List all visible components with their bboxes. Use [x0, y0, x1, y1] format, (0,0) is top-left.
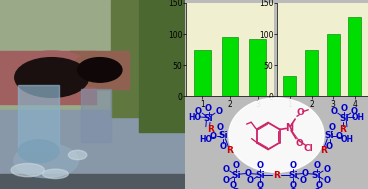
- Text: O: O: [223, 165, 230, 174]
- Text: O: O: [330, 107, 337, 116]
- Text: R: R: [339, 125, 346, 134]
- Text: O: O: [223, 176, 230, 185]
- Text: O: O: [323, 165, 330, 174]
- Text: O: O: [313, 161, 320, 170]
- Ellipse shape: [42, 169, 68, 179]
- Bar: [327, 34, 340, 96]
- Ellipse shape: [15, 58, 89, 97]
- Text: Si: Si: [231, 170, 241, 180]
- Ellipse shape: [11, 163, 44, 177]
- Text: Si: Si: [204, 114, 213, 123]
- Text: O: O: [246, 176, 253, 185]
- Bar: [194, 50, 210, 96]
- Text: O: O: [215, 107, 222, 116]
- Text: O: O: [316, 181, 323, 189]
- Text: O: O: [301, 169, 308, 178]
- Text: O: O: [210, 132, 217, 141]
- Ellipse shape: [70, 53, 129, 87]
- Text: R: R: [273, 170, 280, 180]
- Bar: [0, 51, 96, 104]
- Text: O: O: [256, 181, 263, 189]
- Text: HO: HO: [199, 135, 212, 144]
- Bar: [0, 0, 185, 113]
- Bar: [111, 0, 185, 117]
- Text: O: O: [329, 123, 336, 132]
- Text: Si: Si: [312, 170, 322, 180]
- Text: O: O: [217, 123, 224, 132]
- Text: O: O: [233, 161, 240, 170]
- Text: O: O: [244, 169, 251, 178]
- Text: O: O: [256, 161, 263, 170]
- Ellipse shape: [68, 150, 87, 160]
- Text: O: O: [220, 142, 227, 151]
- Text: HO: HO: [188, 113, 201, 122]
- Title: Ph-PMO: Ph-PMO: [296, 0, 348, 3]
- Text: R: R: [207, 125, 214, 134]
- Bar: [222, 37, 238, 96]
- Bar: [283, 76, 296, 96]
- Text: O: O: [326, 142, 333, 151]
- Text: OH: OH: [352, 113, 365, 122]
- Bar: [0, 174, 185, 189]
- Text: Cl: Cl: [304, 144, 314, 153]
- Text: Si: Si: [288, 170, 298, 180]
- Bar: [70, 51, 129, 89]
- Text: O: O: [289, 188, 296, 189]
- Text: O: O: [195, 107, 202, 116]
- Bar: [305, 50, 318, 96]
- Text: O: O: [313, 188, 320, 189]
- Text: O: O: [233, 188, 240, 189]
- Bar: [18, 85, 59, 151]
- Text: Si: Si: [339, 114, 349, 123]
- Ellipse shape: [18, 140, 59, 163]
- Bar: [138, 0, 185, 132]
- Text: O: O: [300, 176, 307, 185]
- Ellipse shape: [14, 144, 78, 178]
- Text: O: O: [336, 132, 343, 141]
- Ellipse shape: [229, 98, 324, 172]
- Ellipse shape: [4, 51, 100, 104]
- Text: O: O: [341, 104, 348, 113]
- Text: O: O: [205, 104, 212, 113]
- Text: O: O: [351, 107, 358, 116]
- Title: PhOS-40: PhOS-40: [202, 0, 258, 3]
- Text: Si: Si: [325, 132, 334, 140]
- Text: O: O: [256, 188, 263, 189]
- Ellipse shape: [78, 58, 122, 82]
- Text: O: O: [323, 176, 330, 185]
- Bar: [81, 89, 111, 142]
- Text: R: R: [226, 146, 233, 155]
- Text: O: O: [296, 139, 304, 148]
- Bar: [348, 17, 361, 96]
- Text: O: O: [297, 108, 304, 117]
- Text: Si: Si: [255, 170, 265, 180]
- Text: Si: Si: [219, 132, 228, 140]
- Text: OH: OH: [340, 135, 353, 144]
- Text: N: N: [286, 123, 294, 133]
- Text: R: R: [320, 146, 326, 155]
- Text: O: O: [289, 181, 296, 189]
- Text: O: O: [230, 181, 237, 189]
- Bar: [0, 110, 185, 189]
- Text: O: O: [289, 161, 296, 170]
- Bar: [250, 39, 266, 96]
